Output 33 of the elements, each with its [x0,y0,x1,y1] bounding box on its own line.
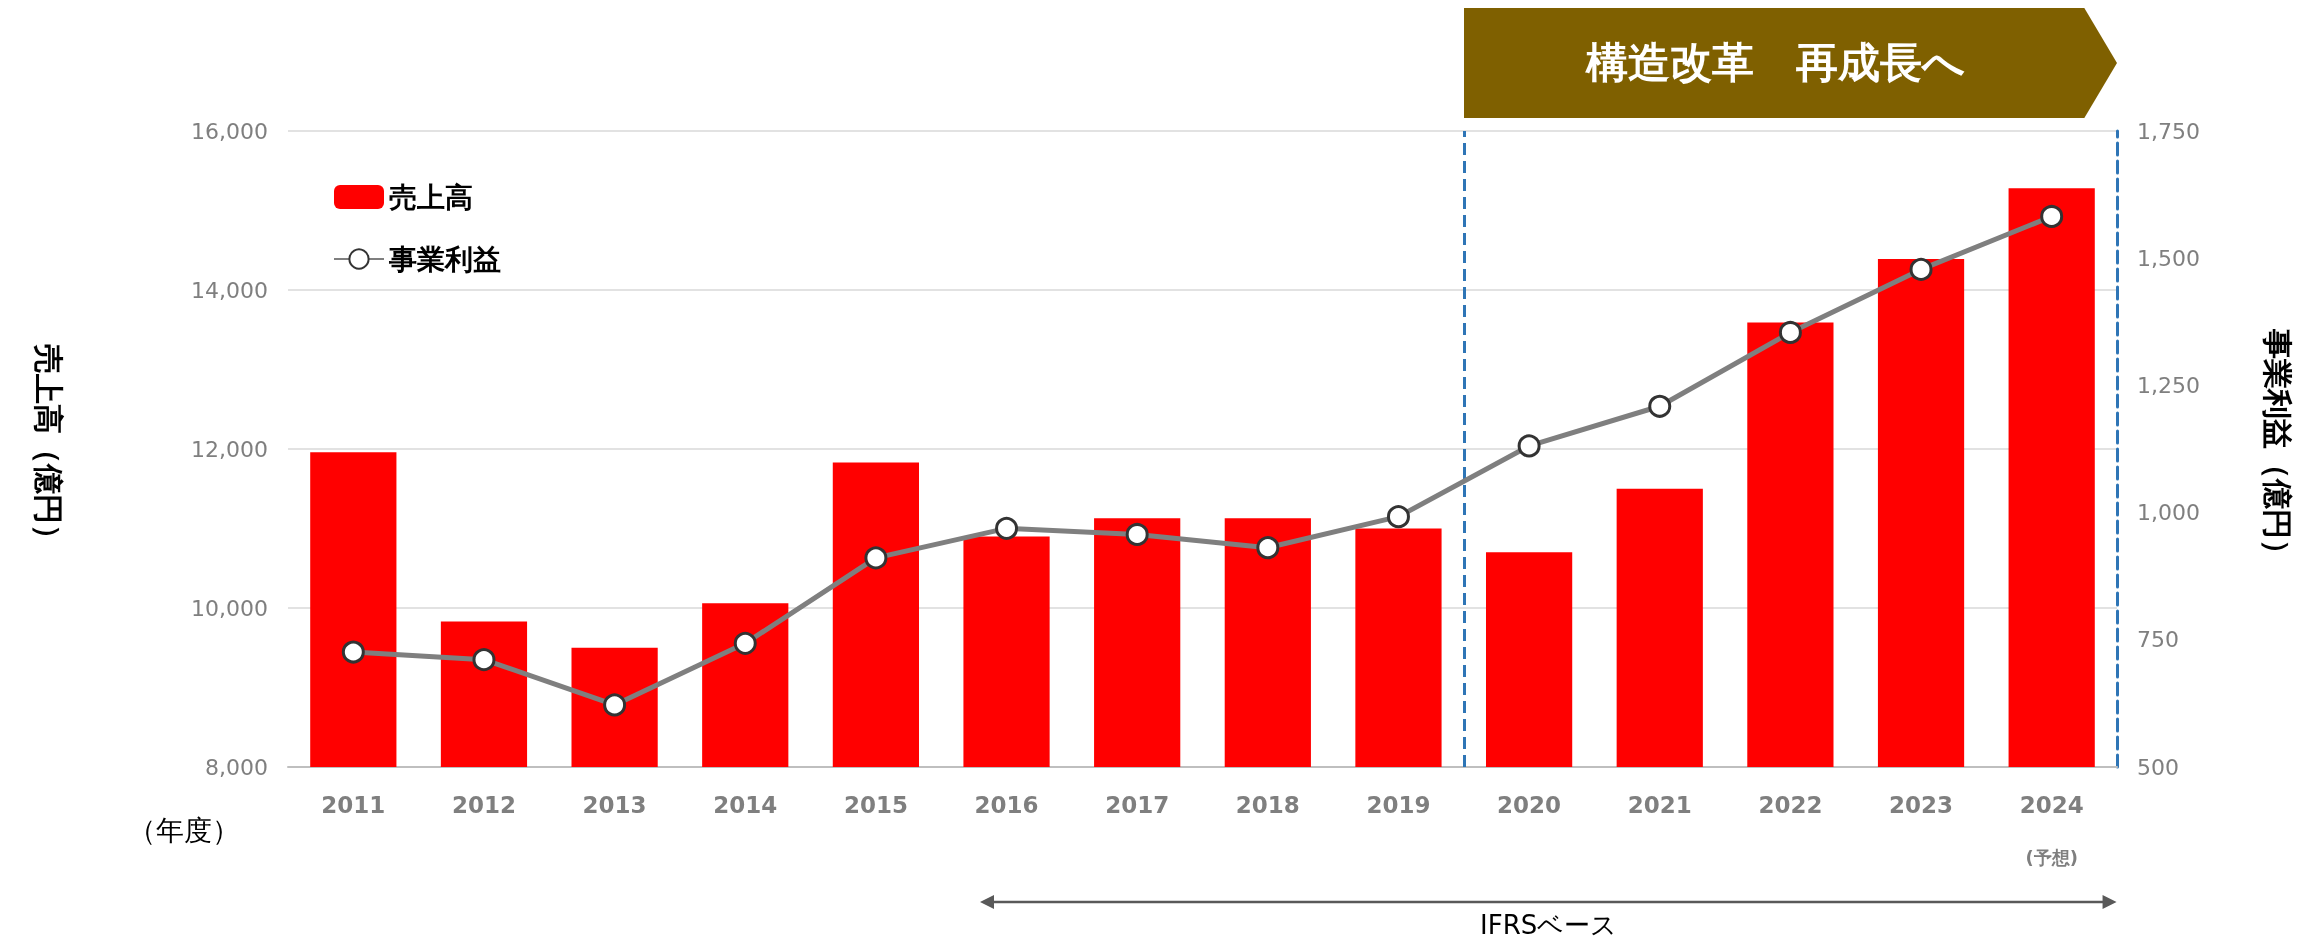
y-axis-title: 売上高（億円） [30,344,66,554]
text: （年度） [128,813,240,849]
y-tick-label: 16,000 [191,118,268,144]
text: (予想) [2024,846,2079,870]
y-tick-label: 12,000 [191,436,268,462]
y2-tick-label: 750 [2137,627,2179,653]
x-tick-label: 2018 [1235,791,1300,818]
text: IFRSベース [1479,909,1619,942]
x-tick-label: 2022 [1758,791,1823,818]
x-tick-label: 2024 [2019,791,2084,818]
x-tick-label: 2016 [974,791,1039,818]
x-tick-label: 2011 [321,791,386,818]
x-tick-label: 2014 [713,791,778,818]
text: 構造改革 再成長へ [1584,37,1966,89]
x-tick-label: 2017 [1105,791,1170,818]
y-tick-label: 8,000 [205,754,268,780]
x-tick-label: 2015 [843,791,908,818]
y2-tick-label: 500 [2137,754,2179,780]
y2-tick-label: 1,250 [2137,372,2200,398]
x-tick-label: 2012 [451,791,516,818]
x-tick-label: 2021 [1627,791,1692,818]
x-tick-label: 2020 [1497,791,1562,818]
y-tick-label: 10,000 [191,595,268,621]
y2-tick-label: 1,500 [2137,245,2200,271]
y2-axis-title: 事業利益（億円） [2259,328,2295,569]
legend-label: 事業利益 [388,242,501,276]
x-tick-label: 2013 [582,791,647,818]
y2-tick-label: 1,750 [2137,118,2200,144]
legend-label: 売上高 [389,180,473,214]
x-tick-label: 2019 [1366,791,1431,818]
x-tick-label: 2023 [1889,791,1954,818]
y2-tick-label: 1,000 [2137,500,2200,526]
y-tick-label: 14,000 [191,277,268,303]
